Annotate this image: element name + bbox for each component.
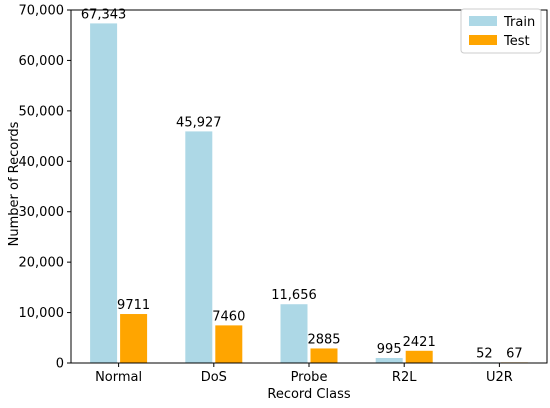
bar-train-r2l [375,357,403,363]
legend: Train Test [460,8,542,54]
bar-test-normal [120,314,148,363]
bar-train-normal [90,23,118,364]
y-tick-label: 70,000 [19,4,65,19]
x-tick-label-u2r: U2R [486,370,513,385]
data-label-train-dos: 45,927 [176,115,222,130]
x-tick-label-r2l: R2L [392,370,417,385]
y-tick-label: 30,000 [19,205,65,220]
legend-swatch-test [469,35,497,45]
bar-test-r2l [405,350,433,363]
data-label-test-probe: 2885 [307,332,340,347]
plot-frame [70,9,548,364]
data-label-train-u2r: 52 [476,347,493,362]
data-label-train-r2l: 995 [377,342,402,357]
data-labels-layer: 67,343 9711 45,927 7460 11,656 2885 995 2421 52 6… [81,7,523,361]
bar-train-probe [280,304,308,363]
bar-train-dos [185,131,213,363]
data-label-test-r2l: 2421 [403,335,436,350]
data-label-test-u2r: 67 [506,347,523,362]
legend-label-test: Test [503,34,530,49]
bars-layer [90,23,528,364]
bar-test-dos [215,325,243,363]
x-tick-label-dos: DoS [201,370,227,385]
y-tick-label: 10,000 [19,306,65,321]
data-label-train-normal: 67,343 [81,7,127,22]
y-tick-label: 40,000 [19,155,65,170]
bar-test-probe [310,348,338,363]
data-label-test-dos: 7460 [212,309,245,324]
y-tick-label: 60,000 [19,54,65,69]
data-label-train-probe: 11,656 [271,288,317,303]
x-axis-title: Record Class [267,387,350,402]
y-axis-title: Number of Records [7,121,22,246]
data-label-test-normal: 9711 [117,298,150,313]
y-tick-label: 0 [56,357,64,372]
legend-swatch-train [469,16,497,26]
x-tick-label-probe: Probe [291,370,328,385]
x-tick-label-normal: Normal [95,370,142,385]
legend-label-train: Train [503,15,535,30]
y-tick-label: 20,000 [19,256,65,271]
y-tick-label: 50,000 [19,104,65,119]
axes-layer: Normal DoS Probe R2L U2R 0 10,000 20,000 30,000 4… [19,4,548,385]
